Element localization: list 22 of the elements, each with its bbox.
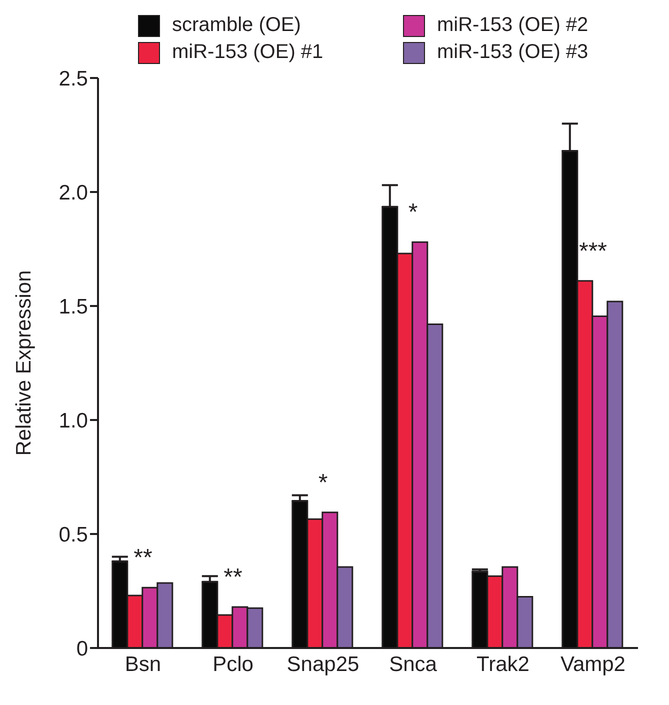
y-tick-label: 2.0 — [58, 181, 88, 204]
x-tick-label: Bsn — [124, 652, 162, 676]
y-tick-label: 0 — [76, 637, 88, 660]
y-tick-label: 1.5 — [58, 295, 88, 318]
legend-label: miR-153 (OE) #3 — [437, 41, 588, 64]
annotation: * — [318, 469, 328, 496]
y-tick-label: 0.5 — [58, 523, 88, 546]
x-tick-label: Trak2 — [476, 652, 530, 676]
annotation: *** — [578, 238, 608, 265]
annotation: ** — [134, 544, 152, 572]
x-tick-label: Snap25 — [286, 652, 360, 676]
y-tick-label: 1.0 — [58, 409, 88, 432]
y-tick-label: 2.5 — [58, 67, 88, 90]
y-axis-title: Relative Expression — [12, 270, 36, 456]
annotation: * — [408, 199, 418, 226]
legend-label: miR-153 (OE) #1 — [172, 41, 324, 64]
legend-label: scramble (OE) — [172, 14, 301, 37]
legend-label: miR-153 (OE) #2 — [437, 14, 588, 37]
x-tick-label: Snca — [389, 652, 438, 676]
annotation: ** — [224, 564, 242, 591]
x-tick-label: Vamp2 — [560, 652, 626, 676]
x-tick-label: Pclo — [212, 652, 254, 676]
